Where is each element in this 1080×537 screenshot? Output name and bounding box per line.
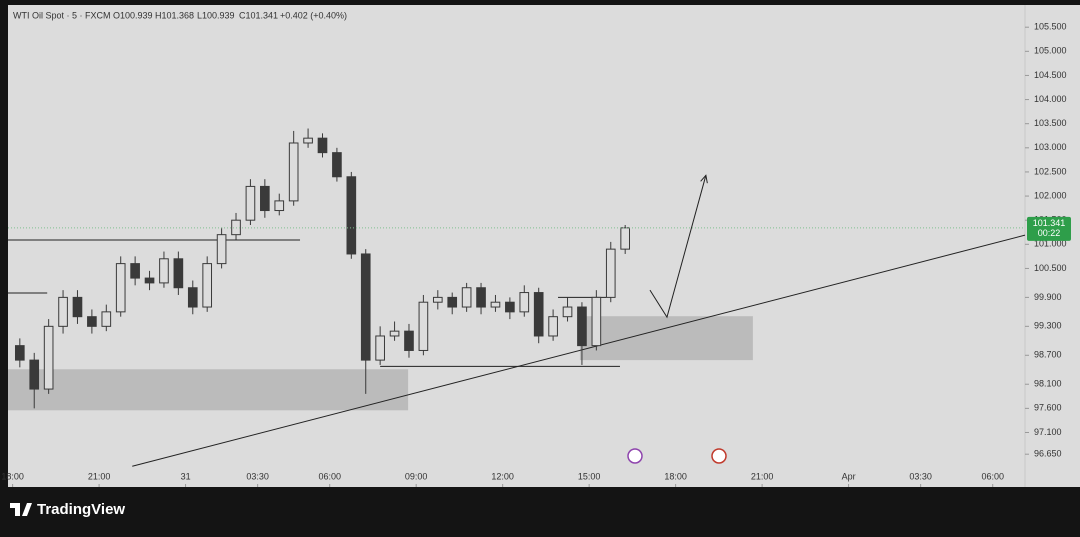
projection-arrow [649, 175, 707, 319]
candle-body [317, 137, 328, 154]
y-tick-label: 104.500 [1034, 70, 1067, 80]
event-icon [711, 448, 727, 464]
brand: TradingView [37, 501, 125, 518]
candle-body [360, 253, 371, 361]
candle-body [620, 227, 631, 250]
candle-body [58, 296, 68, 327]
candle-body [505, 301, 515, 313]
plot-area [8, 128, 1026, 467]
candle-body [101, 311, 112, 327]
ohlc-open: O100.939 [113, 10, 153, 20]
x-tick-label: 21:00 [88, 471, 111, 481]
candle-body [476, 287, 486, 308]
y-tick-label: 102.000 [1034, 190, 1067, 200]
y-tick-label: 98.100 [1034, 379, 1062, 389]
candle-body [533, 292, 544, 337]
candle-body [288, 142, 299, 202]
arrow-head [700, 174, 708, 184]
candle-body [29, 359, 40, 390]
y-tick-label: 96.650 [1034, 449, 1062, 459]
x-tick-label: 18:00 [1, 471, 24, 481]
candle-body [519, 292, 530, 313]
y-tick-label: 105.500 [1034, 22, 1067, 32]
ohlc-low: L100.939 [197, 10, 235, 20]
chart-panel [8, 5, 1080, 487]
y-tick-label: 97.600 [1034, 403, 1062, 413]
candle-body [447, 296, 458, 308]
x-tick-label: 09:00 [405, 471, 428, 481]
zone [8, 369, 409, 411]
candle-body [202, 263, 213, 308]
y-tick-label: 100.500 [1034, 263, 1067, 273]
candle-body [72, 296, 83, 318]
y-tick-label: 105.000 [1034, 46, 1067, 56]
candle-body [332, 152, 342, 178]
candle-body [173, 258, 184, 289]
countdown: 00:22 [1038, 228, 1061, 238]
x-tick-label: 03:30 [246, 471, 269, 481]
y-tick-label: 101.000 [1034, 239, 1067, 249]
candle-body [577, 306, 587, 347]
candle-body [404, 330, 414, 351]
candle-body [389, 330, 400, 337]
candle-body [375, 335, 385, 361]
candle-body [260, 185, 270, 212]
trendline [132, 234, 1026, 467]
x-tick-label: 03:30 [909, 471, 932, 481]
candle-body [461, 287, 472, 308]
candle-body [346, 176, 357, 255]
candle-body [245, 185, 256, 221]
ohlc-high: H101.368 [155, 10, 194, 20]
candle-body [87, 316, 97, 327]
candle-body [418, 301, 429, 351]
ohlc-change: +0.402 (+0.40%) [280, 10, 347, 20]
candle-body [591, 296, 602, 347]
candle-body [303, 137, 313, 144]
y-tick-label: 103.000 [1034, 142, 1067, 152]
x-tick-label: 15:00 [578, 471, 601, 481]
candle-body [43, 325, 54, 390]
candle-body [159, 258, 169, 284]
logo [10, 503, 32, 516]
candle-body [490, 301, 501, 308]
price-label: 101.341 [1033, 218, 1066, 228]
y-tick-label: 99.900 [1034, 292, 1062, 302]
candle-body [130, 263, 140, 279]
x-tick-label: 18:00 [664, 471, 687, 481]
candle-body [216, 234, 227, 265]
x-tick-label: 12:00 [491, 471, 514, 481]
candle-body [432, 296, 443, 303]
y-tick-label: 97.100 [1034, 427, 1062, 437]
candle-body [14, 345, 25, 361]
ohlc-close: C101.341 [239, 10, 278, 20]
y-tick-label: 102.500 [1034, 166, 1067, 176]
candle-body [274, 200, 285, 212]
x-tick-label: 06:00 [318, 471, 341, 481]
y-tick-label: 98.700 [1034, 350, 1062, 360]
candle-body [548, 316, 558, 337]
zone [579, 316, 753, 361]
candle-body [115, 263, 126, 313]
x-tick-label: 06:00 [981, 471, 1004, 481]
candle-body [187, 287, 198, 308]
candle-body [144, 277, 155, 284]
x-tick-label: 21:00 [751, 471, 774, 481]
price-label-box [1027, 216, 1071, 241]
x-tick-label: 31 [181, 471, 191, 481]
event-icon [627, 448, 643, 464]
y-tick-label: 103.500 [1034, 118, 1067, 128]
event-icons [627, 448, 727, 464]
chart-title: WTI Oil Spot · 5 · FXCM [13, 10, 111, 20]
y-tick-label: 104.000 [1034, 94, 1067, 104]
y-tick-label: 99.300 [1034, 321, 1062, 331]
logo-mark [10, 503, 32, 516]
candle-body [605, 248, 616, 298]
candle-body [562, 306, 573, 318]
x-tick-label: Apr [842, 471, 856, 481]
